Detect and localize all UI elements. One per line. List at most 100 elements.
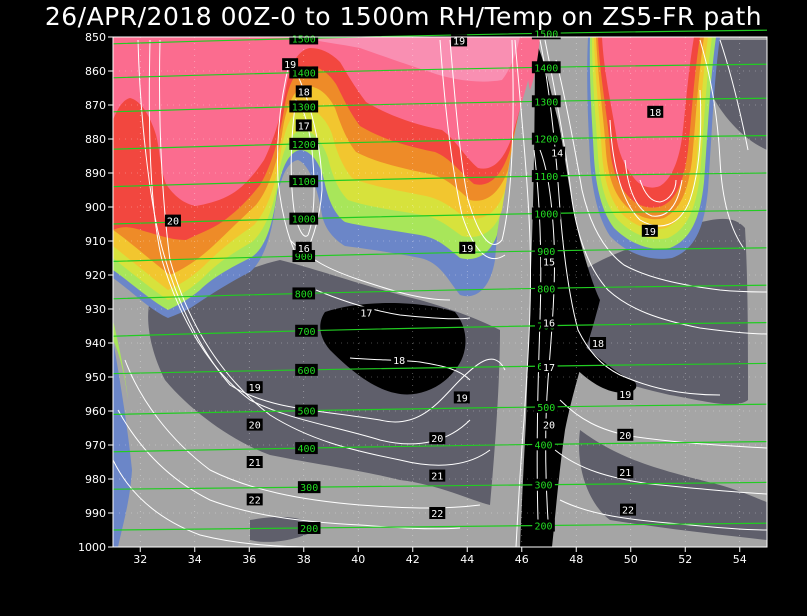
temp-label-box (549, 146, 566, 159)
height-label-box (289, 175, 319, 188)
y-tick-label: 930 (85, 303, 106, 316)
height-label-box (531, 207, 561, 220)
height-label-box (532, 519, 555, 532)
temp-label: 19 (617, 388, 634, 401)
temp-label-text: 16 (543, 319, 555, 330)
height-label: 1400 (531, 61, 561, 74)
height-label-box (297, 521, 321, 534)
temp-label: 17 (295, 119, 312, 132)
height-contour-line (112, 362, 768, 375)
height-label: 1500 (531, 27, 561, 40)
temp-label: 22 (429, 507, 446, 520)
x-tick-label: 52 (678, 553, 692, 566)
height-label-box (295, 363, 318, 376)
temp-label-text: 21 (431, 472, 443, 483)
height-label: 800 (534, 282, 558, 295)
height-label-text: 900 (537, 247, 555, 258)
height-label-box (534, 400, 558, 413)
temp-label-box (282, 58, 299, 71)
height-label-text: 1000 (292, 215, 316, 226)
temp-label-text: 20 (619, 431, 631, 442)
height-label: 1200 (289, 137, 319, 151)
height-label-text: 1500 (292, 34, 316, 45)
temp-label-text: 17 (543, 363, 555, 374)
height-contour-line (112, 481, 768, 490)
height-label-text: 1100 (292, 177, 316, 188)
temp-label: 15 (541, 255, 557, 268)
height-label-box (531, 27, 561, 40)
height-label-box (531, 132, 561, 145)
x-tick-label: 54 (733, 553, 747, 566)
height-contour-line (112, 63, 768, 79)
y-tick-label: 890 (85, 167, 106, 180)
height-label-box (531, 95, 561, 108)
x-axis: 32 34 36 38 40 42 44 46 48 50 52 54 (133, 547, 747, 566)
height-label: 700 (295, 324, 318, 338)
height-label-text: 1400 (534, 63, 558, 74)
height-label-box (295, 404, 318, 417)
rh-band-light-pink (300, 37, 520, 82)
height-label: 1300 (531, 95, 561, 108)
temp-label-box (590, 337, 607, 349)
temp-label: 20 (429, 432, 446, 445)
plot-frame (112, 36, 768, 548)
height-label: 600 (295, 363, 318, 377)
temp-label-text: 19 (644, 227, 656, 238)
temp-label-box (295, 119, 312, 132)
temp-label-box (246, 456, 263, 468)
rh-band-blue-left (113, 340, 132, 547)
height-label-text: 300 (300, 483, 318, 494)
temp-label: 20 (164, 214, 181, 228)
temp-label-box (647, 105, 664, 118)
height-label: 800 (292, 287, 316, 300)
x-tick-label: 46 (515, 553, 529, 566)
rh-band-dark-gray-top-right (700, 40, 767, 150)
height-label: 400 (295, 442, 318, 455)
height-label-text: 400 (535, 440, 553, 451)
height-label-box (292, 287, 316, 300)
temp-label: 18 (391, 354, 408, 367)
temp-label: 18 (647, 105, 664, 119)
temp-label-box (641, 224, 658, 237)
height-label-box (534, 244, 558, 257)
temp-label-box (164, 214, 181, 227)
height-contour-line (112, 209, 768, 225)
temp-label: 21 (617, 466, 634, 479)
height-contour-line (112, 322, 768, 337)
height-label: 900 (534, 244, 558, 258)
height-contour-line (112, 97, 768, 113)
temp-label: 19 (453, 391, 470, 404)
height-label-text: 300 (535, 481, 553, 492)
y-tick-label: 950 (85, 371, 106, 384)
temp-label-text: 19 (461, 244, 473, 255)
chart-title: 26/APR/2018 00Z-0 to 1500m RH/Temp on ZS… (44, 2, 763, 31)
temp-label: 17 (541, 360, 557, 374)
temp-label-text: 17 (360, 308, 372, 319)
height-label-text: 1000 (534, 209, 558, 220)
temp-label: 21 (246, 456, 263, 469)
height-label-text: 500 (537, 403, 555, 414)
height-label: 1100 (289, 175, 319, 188)
x-tick-label: 36 (242, 553, 256, 566)
height-label: 300 (532, 478, 555, 492)
height-contour-line (112, 522, 768, 531)
height-label-text: 1500 (534, 29, 558, 40)
height-label-text: 1100 (534, 172, 558, 183)
y-axis: 850 860 870 880 890 900 910 920 930 940 950 960 970 9… (78, 31, 113, 554)
height-label: 200 (532, 519, 555, 533)
temp-label-text: 19 (284, 60, 296, 71)
x-tick-label: 50 (624, 553, 638, 566)
temp-label-text: 18 (592, 339, 604, 350)
height-label-box (297, 481, 321, 494)
height-label: 300 (297, 481, 321, 494)
temp-label-text: 22 (249, 495, 261, 506)
height-label-box (531, 61, 561, 74)
temp-label: 16 (541, 316, 557, 330)
height-label-text: 400 (297, 444, 315, 455)
height-label-text: 800 (537, 284, 555, 295)
height-label-box (532, 478, 555, 491)
temp-label-box (246, 418, 263, 431)
height-label: 400 (532, 438, 555, 451)
temp-label-text: 14 (551, 149, 563, 160)
